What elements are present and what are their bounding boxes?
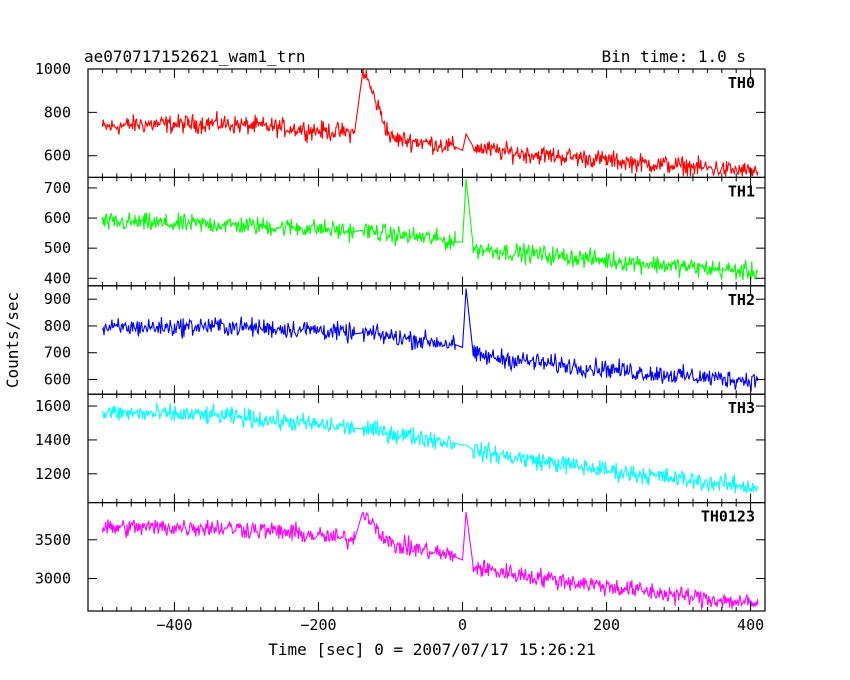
y-tick-label-th0123: 3000 bbox=[35, 569, 71, 587]
y-tick-label-th3: 1600 bbox=[35, 397, 71, 415]
series-th0 bbox=[101, 69, 759, 177]
y-tick-label-th0: 1000 bbox=[35, 60, 71, 78]
x-tick-label: 400 bbox=[737, 616, 764, 634]
y-tick-label-th2: 800 bbox=[44, 317, 71, 335]
y-tick-label-th1: 700 bbox=[44, 179, 71, 197]
y-tick-label-th1: 600 bbox=[44, 209, 71, 227]
panel-label-th0123: TH0123 bbox=[701, 508, 755, 526]
series-th3 bbox=[101, 402, 759, 494]
series-th0123 bbox=[101, 511, 759, 611]
y-tick-label-th3: 1200 bbox=[35, 465, 71, 483]
series-th1 bbox=[101, 178, 759, 281]
panel-frame-th3 bbox=[87, 393, 766, 504]
y-tick-label-th0: 600 bbox=[44, 147, 71, 165]
panels: 600 800 1000 TH0 400 500 600 700 TH1 600 700 800 900… bbox=[35, 60, 766, 634]
x-tick-label: 0 bbox=[458, 616, 467, 634]
y-tick-label-th0123: 3500 bbox=[35, 531, 71, 549]
y-axis-label: Counts/sec bbox=[3, 292, 22, 388]
x-tick-label: −200 bbox=[300, 616, 336, 634]
panel-frame-th0123 bbox=[87, 502, 766, 612]
panel-frame-th1 bbox=[87, 176, 766, 287]
y-tick-label-th2: 700 bbox=[44, 344, 71, 362]
series-th2 bbox=[101, 288, 759, 392]
y-tick-label-th0: 800 bbox=[44, 103, 71, 121]
y-tick-label-th3: 1400 bbox=[35, 431, 71, 449]
y-tick-label-th2: 600 bbox=[44, 370, 71, 388]
chart-title: ae070717152621_wam1_trn bbox=[84, 47, 306, 66]
x-tick-label: 200 bbox=[593, 616, 620, 634]
x-axis-label: Time [sec] 0 = 2007/07/17 15:26:21 bbox=[268, 640, 596, 659]
y-tick-label-th1: 500 bbox=[44, 239, 71, 257]
panel-label-th0: TH0 bbox=[728, 74, 755, 92]
x-tick-label: −400 bbox=[156, 616, 192, 634]
y-tick-label-th1: 400 bbox=[44, 269, 71, 287]
panel-label-th1: TH1 bbox=[728, 182, 755, 200]
bin-time-label: Bin time: 1.0 s bbox=[602, 47, 747, 66]
y-tick-label-th2: 900 bbox=[44, 290, 71, 308]
panel-label-th3: TH3 bbox=[728, 399, 755, 417]
panel-label-th2: TH2 bbox=[728, 291, 755, 309]
